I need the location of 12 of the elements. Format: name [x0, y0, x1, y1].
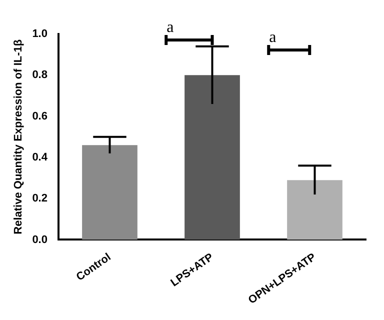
y-tick-label: 0.4	[32, 151, 48, 164]
bar	[184, 75, 240, 240]
y-tick-label: 0.6	[32, 110, 48, 122]
y-tick-label: 0.0	[32, 234, 48, 246]
annotation: a	[269, 29, 276, 46]
y-axis-title: Relative Quantity Expression of IL-1β	[12, 39, 25, 234]
bar	[287, 180, 342, 240]
y-tick-label: 0.2	[32, 192, 48, 205]
bar	[82, 145, 138, 240]
annotation: a	[166, 19, 174, 36]
y-tick-label: 1.0	[32, 28, 48, 40]
y-tick-label: 0.8	[32, 69, 48, 82]
